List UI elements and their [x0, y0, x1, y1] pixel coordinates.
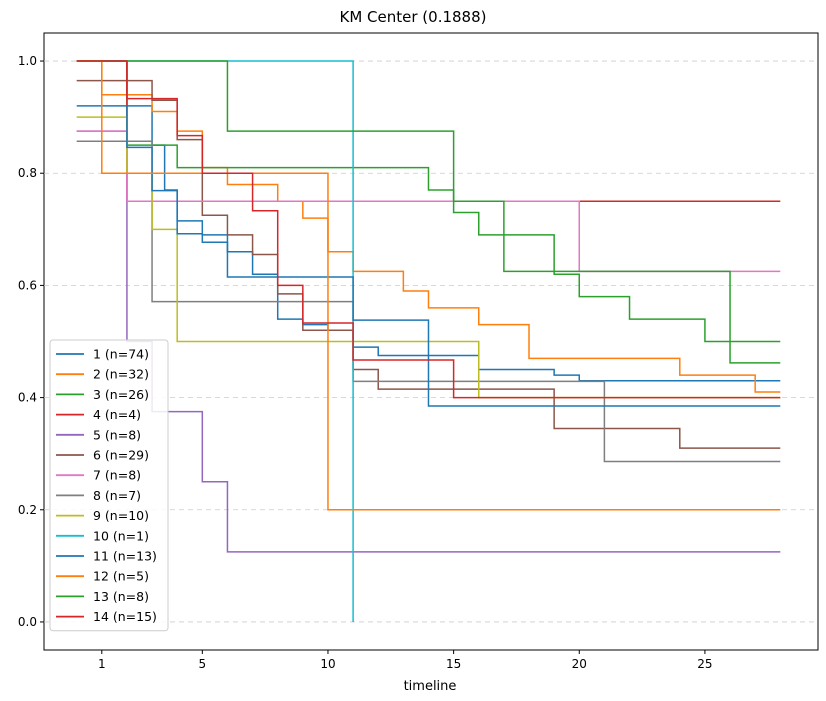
y-tick-label: 0.2	[18, 503, 37, 517]
series-line-3	[76, 60, 781, 343]
series-line-13	[76, 60, 781, 364]
legend-label: 2 (n=32)	[93, 367, 149, 382]
x-tick-label: 25	[697, 657, 712, 671]
legend-box	[49, 339, 169, 632]
series-group	[76, 60, 781, 622]
series-line-5	[76, 130, 781, 553]
x-axis-label: timeline	[404, 679, 457, 694]
x-tick-label: 20	[572, 657, 587, 671]
legend-label: 8 (n=7)	[93, 488, 141, 503]
legend-label: 11 (n=13)	[93, 549, 157, 564]
legend-label: 1 (n=74)	[93, 347, 149, 362]
y-tick-label: 0.8	[18, 166, 37, 180]
chart-title: KM Center (0.1888)	[340, 8, 487, 26]
y-tick-label: 0.0	[18, 615, 37, 629]
legend-label: 14 (n=15)	[93, 609, 157, 624]
x-tick-label: 5	[198, 657, 206, 671]
legend-label: 12 (n=5)	[93, 569, 149, 584]
y-tick-label: 0.6	[18, 278, 37, 292]
plot-frame	[43, 32, 819, 651]
legend-label: 4 (n=4)	[93, 407, 141, 422]
x-tick-label: 1	[98, 657, 106, 671]
y-tick-label: 1.0	[18, 54, 37, 68]
x-axis: 1 5 10 15 20 25	[98, 650, 713, 671]
series-line-14	[76, 60, 781, 399]
x-tick-label: 10	[320, 657, 335, 671]
legend-label: 10 (n=1)	[93, 528, 149, 543]
legend-label: 3 (n=26)	[93, 387, 149, 402]
legend-label: 7 (n=8)	[93, 468, 141, 483]
legend-label: 5 (n=8)	[93, 427, 141, 442]
legend-label: 13 (n=8)	[93, 589, 149, 604]
legend-label: 6 (n=29)	[93, 448, 149, 463]
x-tick-label: 15	[446, 657, 461, 671]
legend-label: 9 (n=10)	[93, 508, 149, 523]
y-axis: 0.0 0.2 0.4 0.6 0.8 1.0	[18, 54, 44, 629]
series-line-11	[76, 105, 781, 407]
y-tick-label: 0.4	[18, 391, 37, 405]
legend: 1 (n=74) 2 (n=32) 3 (n=26) 4 (n=4) 5 (n=8) 6 …	[49, 339, 169, 632]
